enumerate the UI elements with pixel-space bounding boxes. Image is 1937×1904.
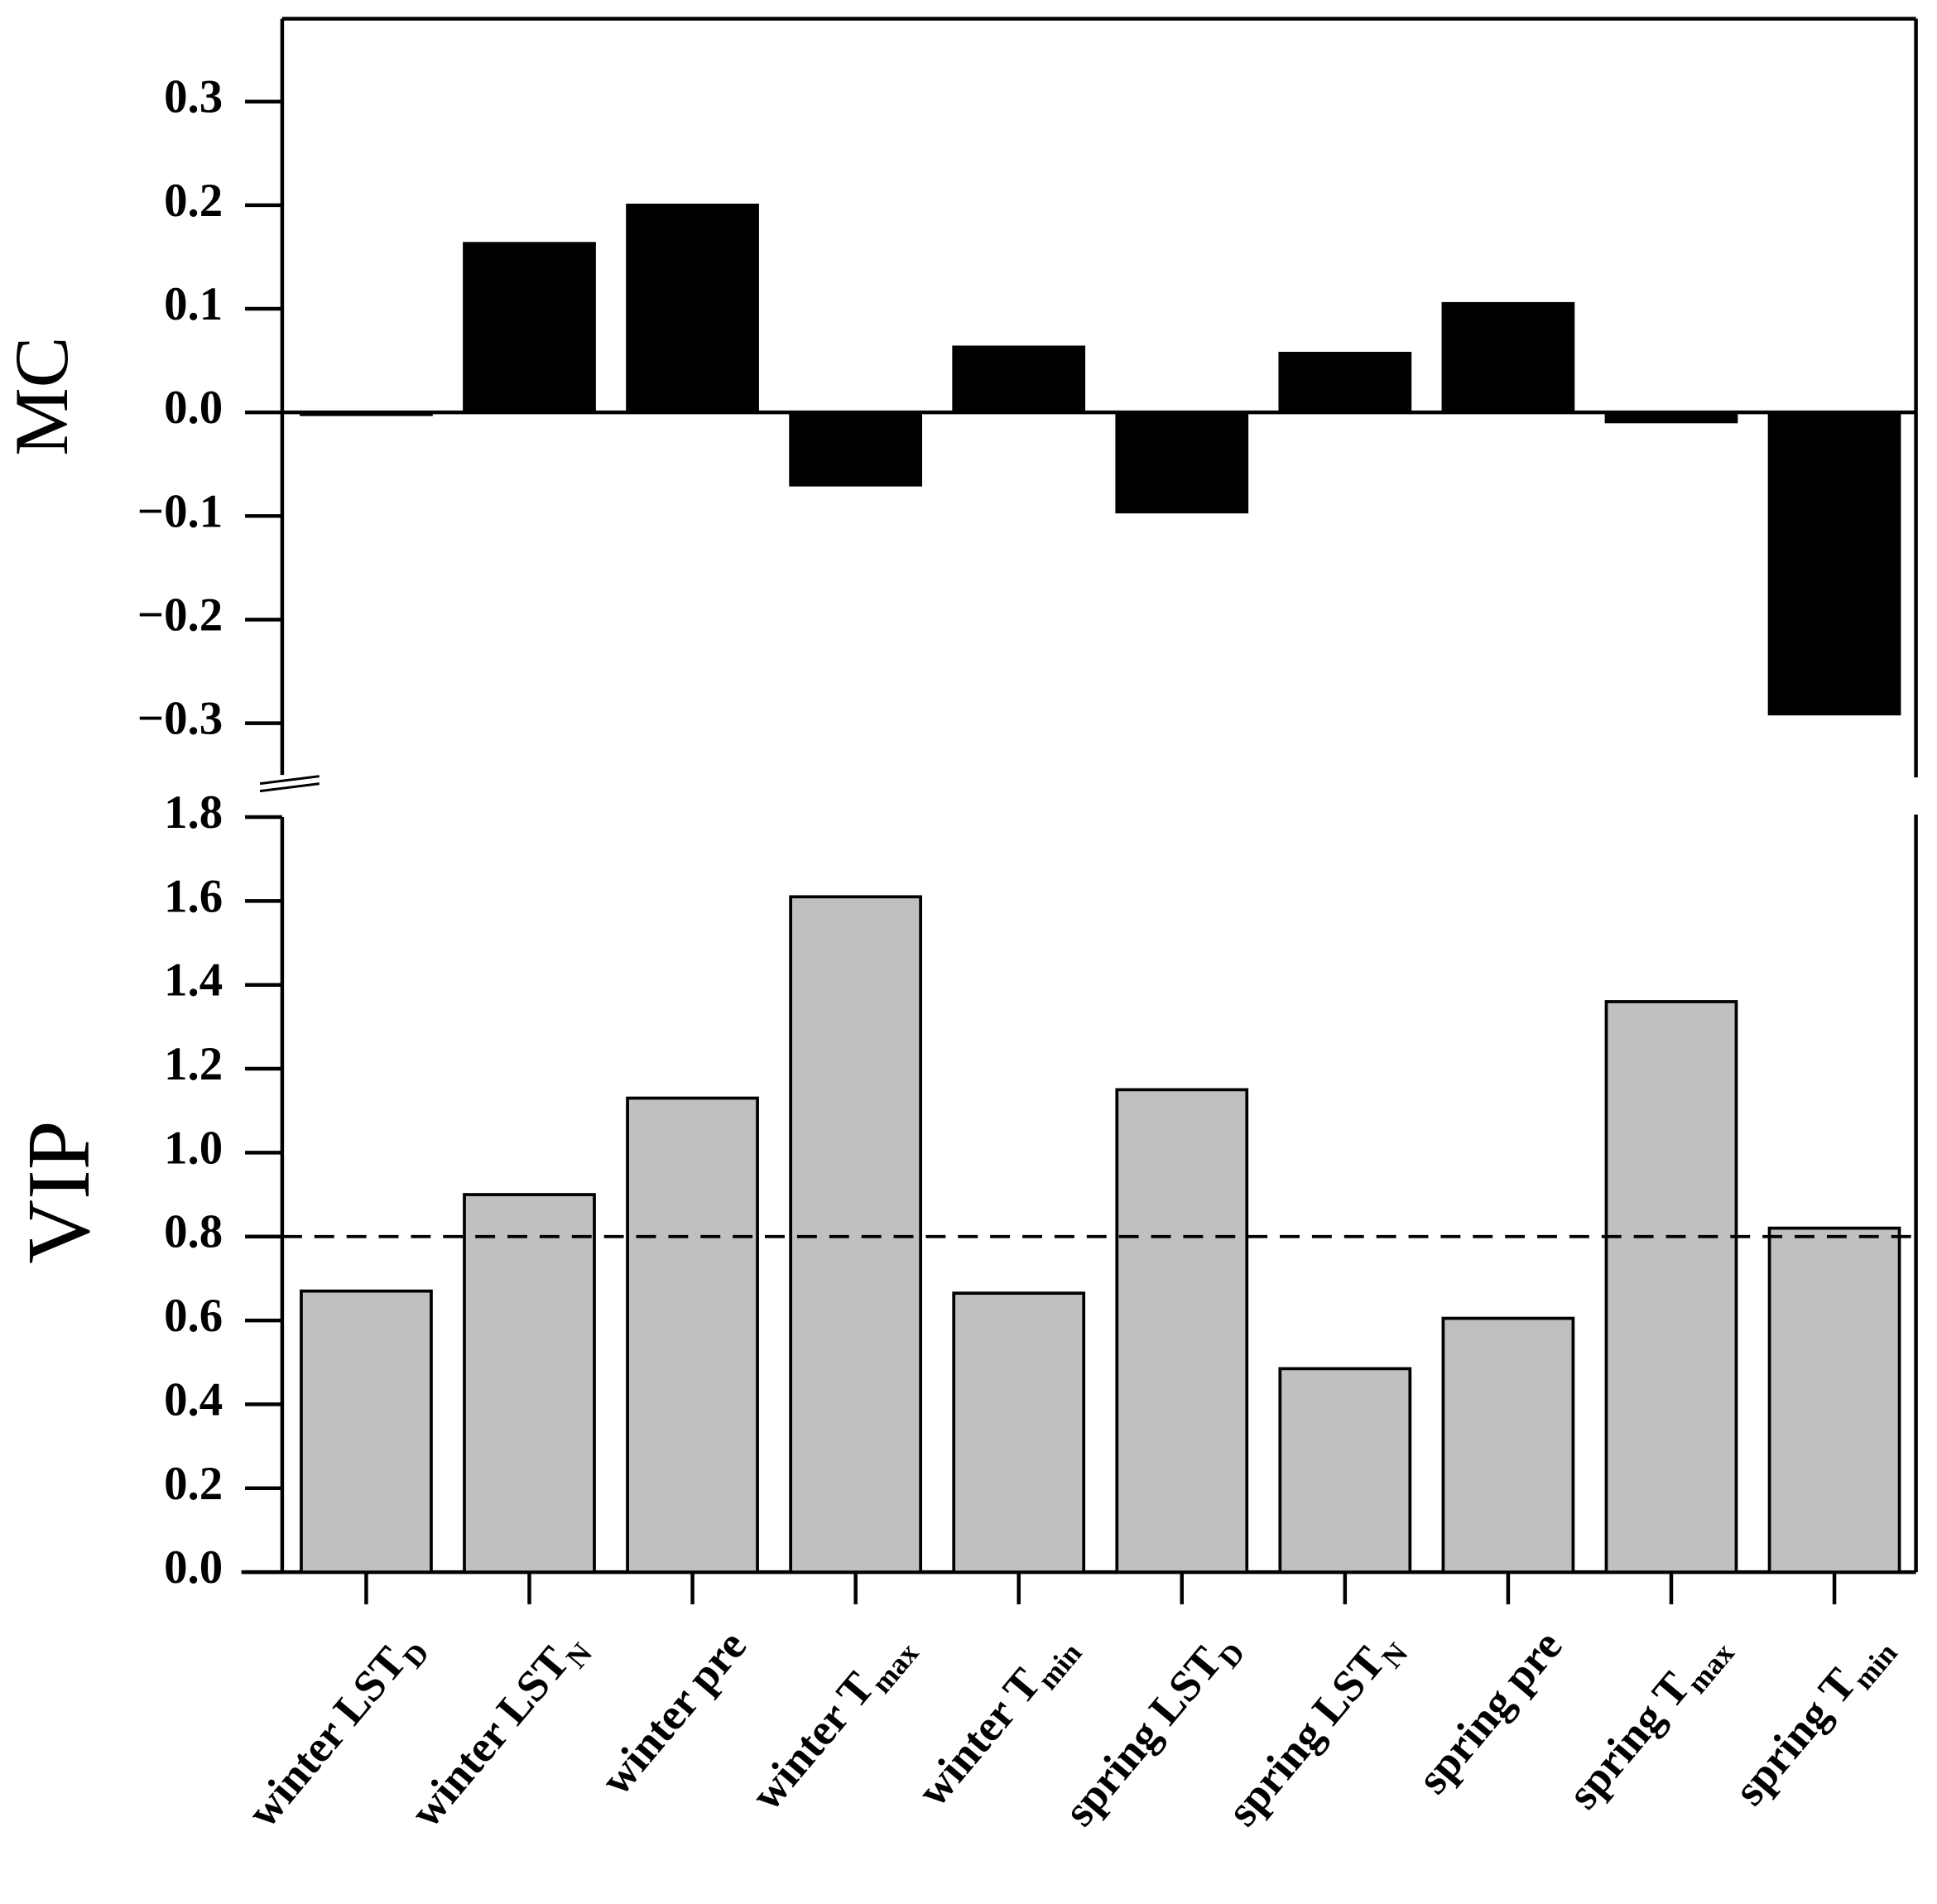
bar [1441,301,1575,415]
bar [300,1289,433,1574]
category-text: winter LST [238,1637,416,1837]
category-text: spring T [1724,1659,1866,1815]
y-tick-label: 1.8 [164,786,223,839]
bar [463,1193,596,1574]
y-tick-label: 0.0 [164,382,223,434]
bar [952,1291,1086,1574]
bar [789,895,923,1574]
bar [1115,1088,1249,1574]
category-text: winter T [907,1659,1050,1815]
bar [1604,1000,1738,1574]
y-tick-label: 0.2 [164,1458,223,1510]
y-tick-label: 0.3 [164,71,223,123]
x-tick-label: winter Tmin [907,1621,1088,1820]
category-text: spring LST [1217,1637,1394,1835]
y-tick-label: 0.1 [164,278,223,330]
axis-break [259,782,320,793]
y-tick-label: 0.4 [164,1373,223,1426]
bar [1441,1316,1575,1574]
bar [463,242,596,415]
y-tick-label: −0.1 [137,485,223,537]
y-tick-label: 1.4 [164,954,223,1007]
bar [1278,351,1412,415]
y-tick-label: 1.0 [164,1122,223,1174]
category-text: winter pre [591,1621,756,1804]
bar [1767,1226,1901,1574]
bar [626,1096,759,1574]
axis-break [259,775,320,786]
x-tick-label: spring pre [1407,1621,1571,1803]
y-tick-label: 0.8 [164,1206,223,1258]
bar [952,345,1086,415]
bar [626,204,759,415]
bar [1767,411,1901,716]
x-tick-label: winter pre [591,1621,756,1804]
y-tick-label: 1.6 [164,870,223,922]
y-tick-label: 0.6 [164,1290,223,1342]
y-axis-title: VIP [10,1120,108,1263]
bar [1278,1367,1412,1574]
x-tick-label: winter Tmax [741,1621,925,1825]
x-tick-label: spring Tmin [1724,1621,1904,1820]
bar [789,411,923,487]
y-axis-title: MC [0,337,84,456]
y-tick-label: 0.2 [164,175,223,227]
category-text: winter T [741,1662,884,1819]
y-tick-label: 0.0 [164,1541,223,1594]
category-text: spring T [1558,1662,1699,1818]
y-tick-label: −0.2 [137,589,223,641]
bar [1115,411,1249,514]
x-tick-label: spring Tmax [1558,1621,1741,1823]
category-text: spring LST [1054,1637,1231,1835]
y-tick-label: −0.3 [137,693,223,745]
y-tick-label: 1.2 [164,1038,223,1090]
category-text: spring pre [1407,1621,1571,1803]
